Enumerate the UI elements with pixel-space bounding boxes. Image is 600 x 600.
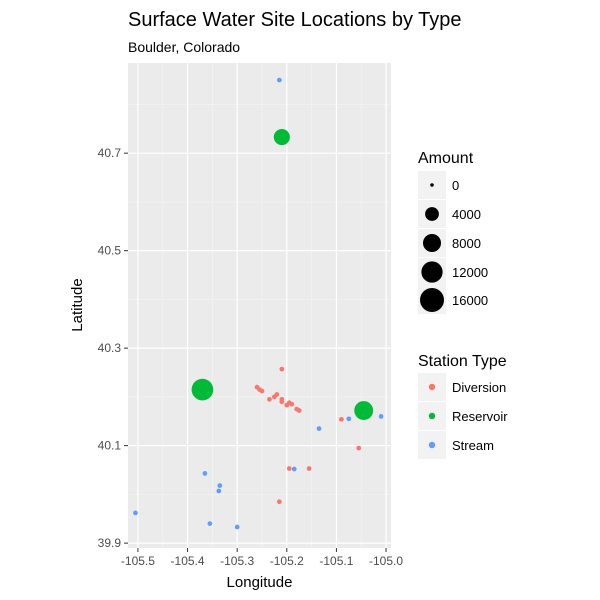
size-legend-dot bbox=[430, 183, 434, 187]
y-axis-title: Latitude bbox=[69, 278, 86, 331]
color-legend-dot-reservoir bbox=[428, 412, 436, 420]
size-legend-label: 8000 bbox=[452, 236, 481, 251]
color-legend: Diversion Reservoir Stream bbox=[418, 373, 508, 459]
x-tick-label: -105.3 bbox=[220, 554, 254, 568]
diversion-point bbox=[267, 396, 272, 402]
size-legend-label: 16000 bbox=[452, 293, 488, 308]
x-tick-label: -105.2 bbox=[270, 554, 304, 568]
diversion-point bbox=[339, 416, 344, 422]
y-tick-label: 39.9 bbox=[98, 536, 122, 550]
size-legend-dot bbox=[420, 288, 444, 312]
x-axis: -105.5 -105.4 -105.3 -105.2 -105.1 -105.0 bbox=[121, 548, 403, 568]
stream-point bbox=[346, 416, 352, 422]
size-legend-label: 4000 bbox=[452, 207, 481, 222]
minor-gridlines bbox=[128, 63, 391, 548]
diversion-point bbox=[279, 399, 285, 405]
y-tick-label: 40.3 bbox=[98, 341, 122, 355]
x-tick-label: -105.4 bbox=[171, 554, 205, 568]
y-axis: 39.9 40.1 40.3 40.5 40.7 bbox=[98, 146, 128, 550]
stream-point bbox=[216, 488, 222, 494]
major-gridlines bbox=[128, 63, 391, 548]
reservoir-point bbox=[273, 129, 290, 146]
stream-point bbox=[207, 521, 213, 526]
size-legend-dot bbox=[425, 207, 439, 221]
color-legend-label: Stream bbox=[452, 438, 494, 453]
stream-point bbox=[276, 77, 282, 83]
size-legend-dot bbox=[421, 261, 443, 283]
data-points bbox=[133, 77, 384, 530]
stream-point bbox=[378, 414, 384, 419]
stream-point bbox=[133, 510, 138, 516]
diversion-point bbox=[356, 445, 362, 451]
x-tick-label: -105.1 bbox=[319, 554, 353, 568]
size-legend-title: Amount bbox=[418, 150, 474, 167]
diversion-point bbox=[286, 466, 292, 471]
diversion-point bbox=[274, 392, 280, 397]
reservoir-point bbox=[191, 378, 214, 401]
diversion-point bbox=[289, 401, 295, 407]
size-legend-dot bbox=[422, 233, 442, 253]
color-legend-title: Station Type bbox=[418, 353, 507, 370]
x-axis-title: Longitude bbox=[227, 574, 293, 591]
stream-point bbox=[217, 483, 223, 488]
size-legend-label: 12000 bbox=[452, 265, 488, 280]
y-tick-label: 40.7 bbox=[98, 146, 122, 160]
color-legend-label: Diversion bbox=[452, 380, 506, 395]
stream-point bbox=[234, 524, 240, 530]
reservoir-point bbox=[354, 401, 374, 420]
color-legend-dot-diversion bbox=[428, 383, 436, 391]
stream-point bbox=[316, 426, 322, 431]
diversion-point bbox=[306, 466, 312, 471]
size-legend-label: 0 bbox=[452, 178, 459, 193]
diversion-point bbox=[296, 408, 302, 413]
color-legend-label: Reservoir bbox=[452, 409, 508, 424]
x-tick-label: -105.0 bbox=[369, 554, 403, 568]
diversion-point bbox=[279, 366, 285, 372]
diversion-point bbox=[276, 499, 282, 505]
y-tick-label: 40.1 bbox=[98, 439, 122, 453]
chart-title: Surface Water Site Locations by Type bbox=[128, 9, 462, 31]
y-tick-label: 40.5 bbox=[98, 244, 122, 258]
x-tick-label: -105.5 bbox=[121, 554, 155, 568]
plot-panel bbox=[128, 63, 391, 548]
stream-point bbox=[202, 471, 208, 476]
chart-subtitle: Boulder, Colorado bbox=[128, 39, 240, 55]
diversion-point bbox=[259, 388, 265, 394]
stream-point bbox=[291, 466, 297, 472]
size-legend: 0 4000 8000 12000 16000 bbox=[418, 171, 488, 314]
color-legend-dot-stream bbox=[428, 441, 436, 449]
